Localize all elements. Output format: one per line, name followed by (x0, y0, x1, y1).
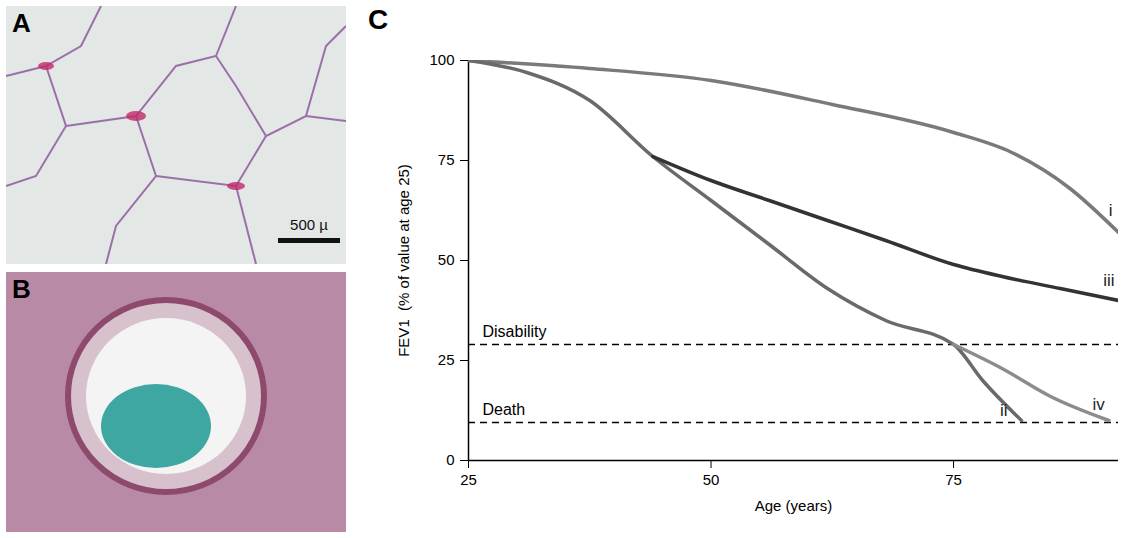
svg-text:25: 25 (460, 471, 477, 488)
svg-text:Death: Death (483, 401, 526, 418)
svg-text:A: A (12, 8, 31, 38)
svg-text:500 µ: 500 µ (290, 216, 328, 233)
svg-text:50: 50 (438, 251, 455, 268)
svg-text:i: i (1109, 201, 1113, 220)
svg-text:iv: iv (1093, 395, 1106, 414)
svg-text:0: 0 (446, 451, 454, 468)
svg-text:FEV1 (% of value at age 25): FEV1 (% of value at age 25) (395, 164, 412, 357)
svg-text:75: 75 (945, 471, 962, 488)
html-text:C: C (368, 4, 389, 35)
svg-text:50: 50 (703, 471, 720, 488)
svg-text:B: B (12, 274, 31, 304)
svg-text:Disability: Disability (483, 323, 547, 340)
svg-text:iii: iii (1103, 271, 1114, 290)
svg-text:Age (years): Age (years) (755, 497, 833, 514)
svg-text:100: 100 (429, 51, 454, 68)
svg-text:25: 25 (438, 351, 455, 368)
svg-text:75: 75 (438, 151, 455, 168)
svg-text:ii: ii (1000, 401, 1008, 420)
